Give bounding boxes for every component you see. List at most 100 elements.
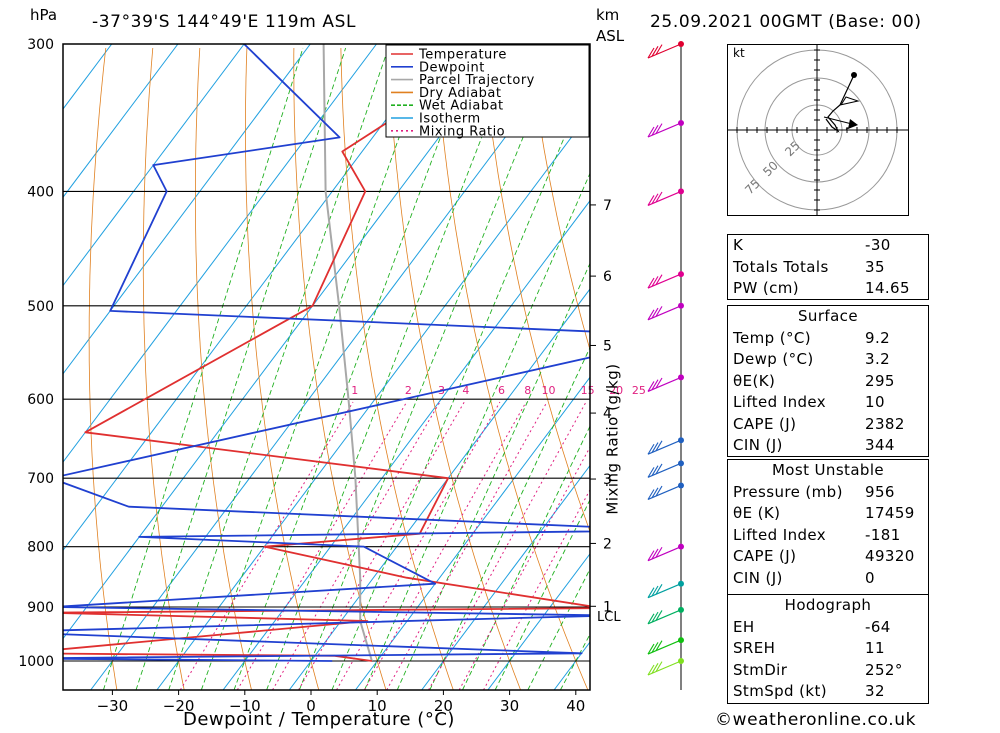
eh-value: -64	[865, 617, 891, 636]
mixing-ratio-value-label: 20	[609, 384, 623, 397]
wind-barb-flag	[647, 613, 655, 625]
km-unit-label: km	[596, 6, 620, 24]
isotherm-line	[487, 552, 590, 690]
wet-adiabat-line	[429, 346, 590, 690]
wind-barb-flag	[647, 309, 655, 321]
legend-box	[385, 44, 590, 138]
km-tick-label: 6	[603, 269, 612, 285]
temperature-tick-label: 10	[368, 697, 387, 715]
mu-cape-value: 49320	[865, 547, 915, 565]
surface-table: Surface Temp (°C) 9.2 Dewp (°C) 3.2 θE(K) 2…	[727, 305, 929, 457]
wind-barb-staff	[647, 546, 682, 562]
pressure-tick-label: 800	[27, 540, 54, 556]
dry-adiabat-line	[952, 48, 1000, 690]
wind-barb-flag	[655, 274, 663, 285]
mixing-ratio-line	[298, 401, 465, 690]
isotherm-line	[63, 44, 245, 287]
mixing-ratio-labels: 1 2 3 4 6 8 10 15 20 25	[351, 384, 646, 397]
wind-barb-staff	[647, 190, 682, 206]
km-tick-label: 7	[603, 198, 612, 214]
wind-barb-staff	[647, 639, 682, 655]
mixing-ratio-value-label: 10	[542, 384, 556, 397]
asl-unit-label: ASL	[596, 27, 625, 45]
plot-frame	[62, 43, 591, 691]
mixing-ratio-value-label: 8	[524, 384, 531, 397]
tt-label: Totals Totals	[733, 257, 829, 276]
wind-barb-staff	[647, 376, 682, 392]
km-tick-label: 5	[603, 338, 612, 354]
mixing-ratio-value-label: 1	[351, 384, 358, 397]
stmdir-value: 252°	[865, 660, 903, 679]
wind-barb-flag	[647, 381, 655, 392]
km-tick-label: 1	[603, 599, 612, 615]
hodograph-svg: 25 50 75	[728, 45, 908, 215]
wind-barb-flag	[647, 443, 655, 455]
wind-barb-staff	[647, 609, 682, 625]
hodograph-unit: kt	[733, 46, 745, 60]
mu-li-label: Lifted Index	[733, 525, 827, 544]
most-unstable-table: Most Unstable Pressure (mb) 956 θE (K) 174…	[727, 459, 929, 595]
dry-adiabat-line	[245, 47, 320, 690]
wind-barb-flag	[655, 661, 663, 672]
dry-adiabat-line	[434, 47, 589, 690]
wind-barb-flag	[655, 485, 663, 497]
surface-theta-value: 295	[865, 371, 895, 390]
wind-barb-flag	[655, 610, 663, 621]
wind-barb-staff	[647, 439, 682, 455]
temperature-tick-label: −30	[97, 697, 129, 715]
mu-theta-value: 17459	[865, 504, 915, 522]
surface-cin-label: CIN (J)	[733, 436, 783, 454]
wind-barb-flag	[655, 44, 663, 55]
lcl-label: LCL	[597, 610, 621, 625]
hodo-params-title: Hodograph	[784, 596, 872, 614]
dry-adiabat-line	[340, 47, 454, 690]
pressure-tick-label: 900	[27, 600, 54, 616]
wind-barb-flag	[647, 643, 655, 655]
wind-barb-flag	[651, 611, 659, 623]
wind-barb-staff	[647, 273, 682, 289]
wind-barb-flag	[651, 276, 659, 287]
wind-barb-staff	[647, 660, 682, 676]
isotherm-line	[156, 111, 590, 690]
mixing-ratio-line	[428, 401, 587, 690]
pressure-tick-label: 500	[27, 299, 54, 315]
wind-barb-flag	[651, 125, 659, 136]
indices-table: K -30 Totals Totals 35 PW (cm) 14.65	[727, 234, 929, 300]
wind-barb-flag	[655, 377, 663, 389]
pressure-lines	[63, 43, 590, 662]
copyright-credit: ©weatheronline.co.uk	[715, 710, 917, 730]
x-axis-label: Dewpoint / Temperature (°C)	[183, 709, 455, 730]
wind-barb-flag	[655, 584, 663, 595]
temperature-tick-labels: −30 −20 −10 0 10 20 30 40	[97, 690, 585, 715]
wet-adiabat-line	[168, 47, 389, 690]
km-ticks: 1 2 3 4 5 6 7	[590, 198, 612, 615]
hodo-end-dot	[851, 72, 857, 78]
wet-adiabat-line	[233, 47, 475, 690]
hodo-ring-label-50: 50	[760, 158, 781, 179]
isotherm-line	[222, 199, 590, 690]
hodograph-panel: kt 25 50 75	[727, 44, 909, 216]
dry-adiabat-line	[142, 47, 185, 690]
wind-barb-flag	[647, 467, 655, 478]
hodo-arrow-head	[848, 119, 858, 129]
wind-barb-staff	[647, 43, 682, 59]
wind-barb-flag	[651, 465, 659, 476]
wind-barb-flag	[655, 546, 663, 558]
wind-barb-flag	[651, 548, 659, 560]
isotherm-line	[63, 44, 113, 110]
wind-barb-staff	[647, 122, 682, 138]
isotherm-line	[63, 44, 179, 199]
wet-adiabat-line	[200, 47, 432, 690]
km-tick-label: 4	[603, 406, 612, 422]
pressure-tick-labels: 300 400 500 600 700 800 900 1000	[18, 37, 54, 670]
mixing-ratio-line	[336, 401, 501, 690]
wind-barbs	[647, 41, 684, 690]
mu-li-value: -181	[865, 525, 901, 544]
tt-value: 35	[865, 257, 885, 276]
surface-li-value: 10	[865, 393, 885, 411]
wind-barb-staff	[647, 583, 682, 599]
wind-barb-flag	[647, 47, 655, 59]
isotherm-line	[0, 44, 46, 690]
